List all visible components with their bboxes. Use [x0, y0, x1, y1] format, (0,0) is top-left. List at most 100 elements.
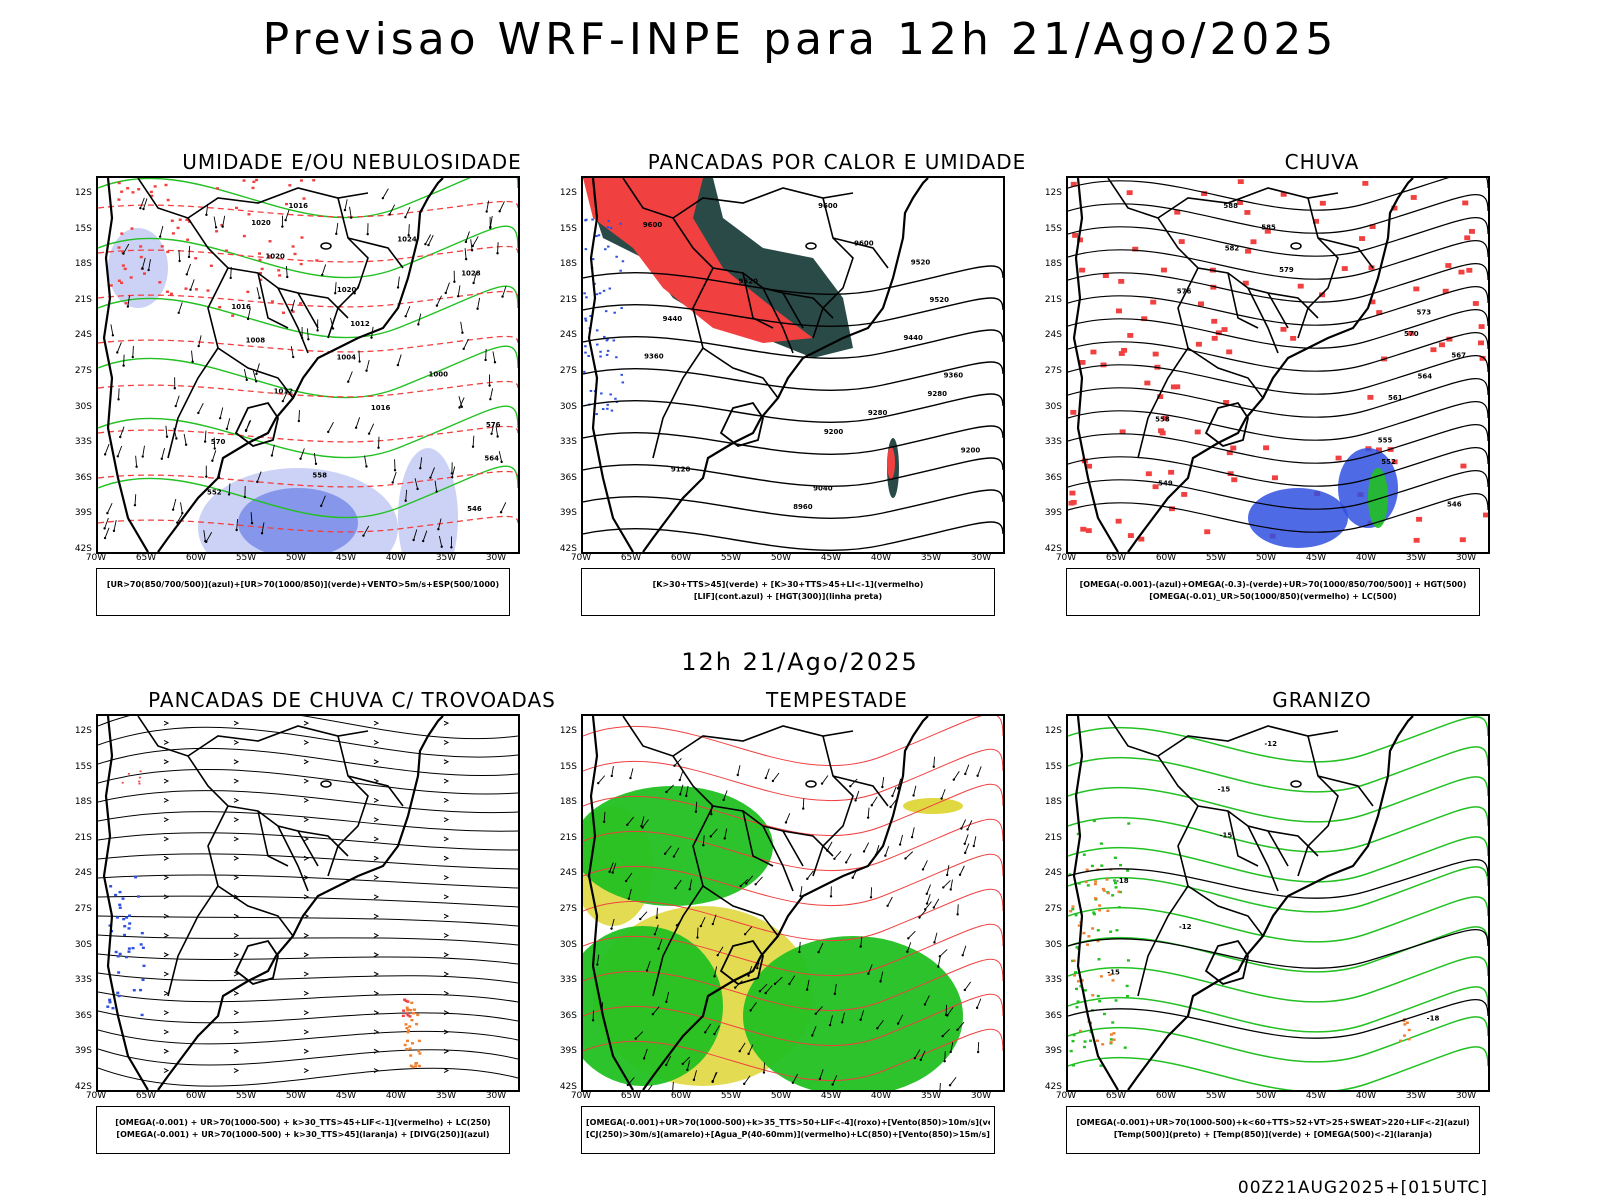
contour-label: 9200	[824, 428, 844, 436]
divergence-area	[128, 914, 132, 917]
contour-label: 9600	[818, 202, 838, 210]
wind-vector-head	[103, 527, 106, 530]
longitude-label: 30W	[970, 553, 992, 563]
wind-vector-head	[963, 851, 967, 855]
latitude-label: 36S	[559, 472, 577, 483]
omega-500-area	[1102, 889, 1106, 892]
streamline	[98, 790, 518, 814]
wind-vector-head	[347, 380, 350, 383]
divergence-area	[118, 906, 122, 909]
wind-vector	[897, 778, 902, 789]
wind-vector-head	[316, 329, 319, 332]
wind-vector	[497, 242, 499, 254]
thickness-dash	[149, 190, 153, 194]
wind-vector-head	[471, 244, 474, 248]
temp-850-contour	[1089, 1039, 1093, 1042]
panel-title: TEMPESTADE	[766, 688, 908, 712]
state-border	[812, 197, 854, 339]
state-border	[1107, 178, 1289, 329]
longitude-label: 40W	[1355, 1091, 1377, 1101]
latitude-label: 27S	[559, 904, 577, 914]
isoline	[1068, 401, 1488, 441]
wind-vector-head	[596, 963, 599, 966]
wind-vector	[876, 1020, 884, 1029]
lifted-index-contour	[620, 373, 623, 376]
wind-vector-head	[334, 291, 337, 295]
rain-omega-area	[1280, 191, 1287, 197]
thickness-dash	[153, 185, 157, 188]
streamline-arrow	[303, 720, 310, 726]
state-border	[1227, 272, 1259, 329]
humidity-mid-level	[198, 468, 398, 552]
wind-vector-head	[739, 884, 742, 888]
wind-vector-head	[244, 429, 248, 433]
isoline	[1068, 806, 1488, 853]
wind-vector-head	[709, 835, 712, 838]
wind-vector-head	[840, 1021, 844, 1024]
latitude-label: 27S	[1044, 904, 1062, 914]
wind-vector-head	[710, 812, 713, 816]
rain-omega-area	[1446, 336, 1453, 342]
wind-vector	[890, 798, 898, 808]
thickness-dash	[160, 245, 164, 248]
contour-label: 576	[1177, 287, 1192, 295]
contour-label: 552	[207, 488, 222, 496]
wind-vector-head	[404, 499, 407, 502]
temp-850-contour	[1098, 1000, 1102, 1003]
streamline-arrow	[373, 875, 380, 880]
rain-omega-area	[1194, 429, 1201, 435]
streamline-arrow	[303, 913, 310, 919]
thickness-dash	[117, 279, 121, 282]
omega-500-area	[1093, 882, 1097, 886]
omega-500-area	[1399, 1039, 1403, 1042]
streamline-arrow	[163, 952, 170, 958]
wind-vector-head	[945, 873, 949, 877]
wind-vector-head	[591, 1019, 595, 1022]
wind-vector-head	[370, 336, 373, 339]
latitude-label: 36S	[74, 472, 92, 483]
wind-vector-head	[678, 778, 682, 782]
streamline-arrow	[373, 933, 380, 938]
wind-vector-head	[131, 355, 134, 359]
streamline-arrow	[163, 817, 170, 823]
omega-500-area	[1405, 1021, 1409, 1024]
wind-vector	[867, 807, 870, 818]
wind-vector	[841, 1012, 845, 1023]
wind-vector-head	[404, 216, 407, 219]
divergence-area	[125, 916, 129, 919]
longitude-label: 30W	[1455, 1091, 1477, 1101]
contour-label: 582	[1225, 245, 1240, 253]
severe-thunderstorm-area	[408, 1015, 412, 1018]
wind-vector	[298, 410, 300, 422]
wind-vector-head	[126, 305, 130, 308]
wind-vector	[717, 946, 724, 956]
lifted-index-contour	[599, 355, 602, 358]
contour-label: 564	[484, 455, 499, 463]
latitude-label: 15S	[559, 761, 577, 772]
state-border	[1267, 292, 1319, 319]
temp-850-contour	[1074, 971, 1078, 974]
wind-vector	[459, 397, 465, 408]
wind-vector-head	[975, 1006, 979, 1010]
thunderstorm-area	[409, 1054, 413, 1057]
longitude-label: 70W	[570, 553, 592, 563]
longitude-label: 65W	[135, 553, 157, 563]
wind-vector	[256, 363, 260, 375]
wind-vector	[165, 425, 168, 437]
wind-vector	[349, 206, 352, 218]
wind-vector	[960, 819, 967, 829]
wind-vector	[424, 234, 432, 245]
streamline-arrow	[373, 1010, 380, 1016]
wind-vector-head	[281, 225, 284, 228]
state-border	[782, 830, 834, 857]
contour-label: 1020	[265, 253, 285, 261]
latitude-label: 24S	[1044, 868, 1062, 879]
rain-omega-area	[1230, 445, 1237, 451]
latitude-label: 39S	[1044, 1046, 1062, 1057]
isoline	[98, 345, 518, 399]
wind-vector-head	[907, 937, 910, 940]
temp-850-contour	[1126, 869, 1130, 872]
wind-vector	[142, 445, 145, 457]
map-panel-trovoadas: PANCADAS DE CHUVA C/ TROVOADAS 12S 15S 18S 2…	[75, 688, 612, 1158]
contour-label: 8960	[793, 503, 813, 511]
